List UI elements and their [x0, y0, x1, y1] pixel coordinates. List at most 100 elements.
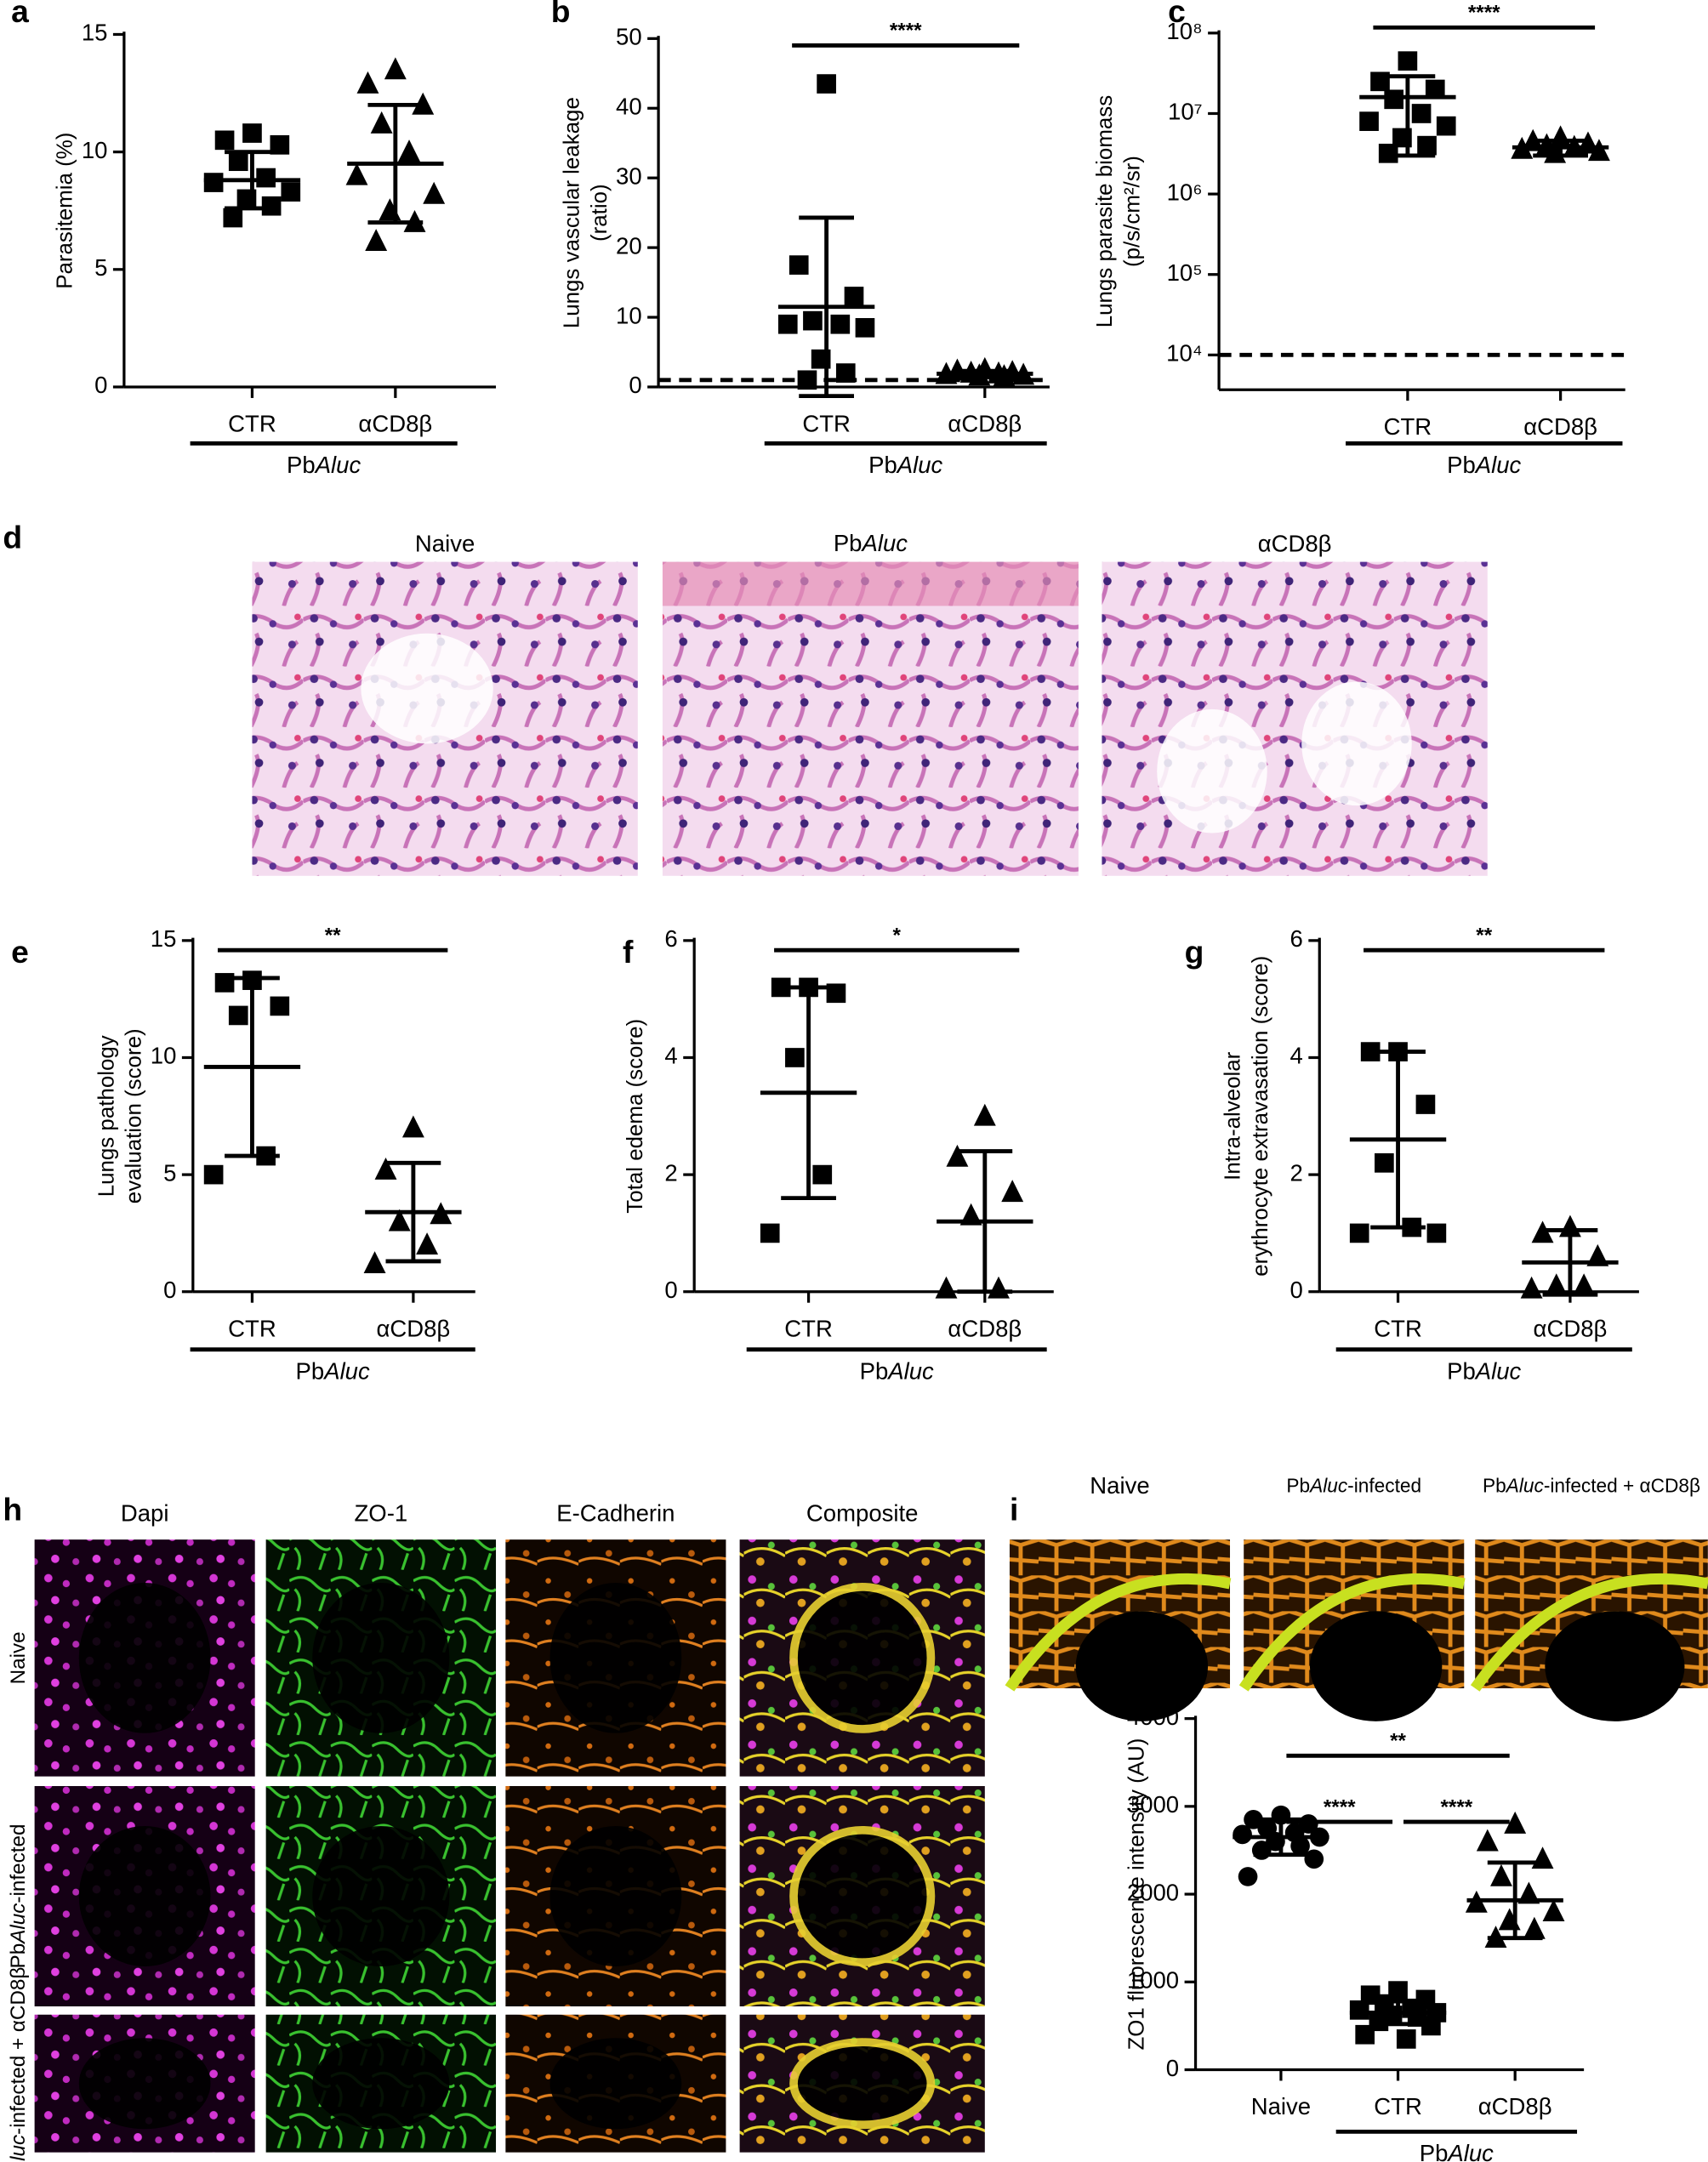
- micrograph: [662, 561, 1079, 606]
- significance-label: ****: [890, 20, 922, 43]
- group-label-part: Pb: [296, 1358, 325, 1385]
- micrograph: [1157, 708, 1267, 834]
- y-axis-label: Lungs vascular leakage: [561, 97, 584, 328]
- image-title: Naive: [1090, 1472, 1149, 1499]
- y-axis-label: Lungs pathology: [94, 1035, 118, 1197]
- group-label: PbAluc: [1420, 2140, 1494, 2162]
- data-point: [812, 1164, 833, 1185]
- image-title-part: -infected: [1347, 1475, 1421, 1497]
- y-tick-label: 4000: [1127, 1704, 1179, 1730]
- data-point: [797, 370, 817, 390]
- column-title: Dapi: [121, 1499, 169, 1526]
- group-label: PbAluc: [287, 452, 361, 478]
- y-axis-label: erythrocyte extravasation (score): [1249, 956, 1272, 1277]
- x-tick-label: CTR: [228, 411, 276, 437]
- micrograph: [549, 1583, 682, 1733]
- group-label-part: Pb: [287, 452, 316, 478]
- layout: [252, 561, 1488, 876]
- data-point: [1436, 116, 1456, 136]
- data-point: [1573, 1273, 1596, 1296]
- data-point: [1425, 79, 1445, 100]
- group-label-part: Pb: [1420, 2140, 1449, 2162]
- y-tick-label: 0: [629, 372, 641, 398]
- micrograph: [78, 1825, 211, 1967]
- data-point: [1498, 1908, 1521, 1931]
- group-label-part: Aluc: [1474, 452, 1522, 478]
- data-point: [228, 1005, 248, 1026]
- micrograph: [1005, 1573, 1232, 1692]
- y-axis-label: (p/s/cm²/sr): [1121, 156, 1145, 267]
- significance-label: ****: [1468, 2, 1500, 25]
- y-axis-label: ZO1 fluorescence intensity (AU): [1124, 1738, 1148, 2051]
- micrograph: [1470, 1573, 1708, 1692]
- y-axis-label: evaluation (score): [122, 1028, 146, 1203]
- image-title-part: Aluc: [1505, 1475, 1545, 1497]
- data-point: [777, 314, 798, 334]
- data-point: [988, 1276, 1010, 1299]
- image-title: Naive: [415, 530, 475, 556]
- image-title-part: -infected + αCD8β: [1544, 1475, 1700, 1497]
- image-title-part: Aluc: [1308, 1475, 1348, 1497]
- y-tick-label: 6: [1290, 925, 1303, 952]
- data-point: [1542, 1899, 1565, 1922]
- data-point: [363, 1251, 386, 1274]
- data-point: [1349, 2000, 1369, 2020]
- data-point: [1359, 111, 1379, 131]
- data-point: [844, 287, 864, 306]
- micrograph: [78, 2038, 211, 2130]
- group-label-part: Pb: [860, 1358, 889, 1385]
- y-tick-label: 2: [664, 1159, 677, 1186]
- y-tick-label: 1000: [1127, 1967, 1179, 1994]
- data-point: [416, 1232, 439, 1255]
- micrograph: [312, 1825, 450, 1967]
- group-label-part: Aluc: [322, 1358, 370, 1385]
- y-tick-label: 50: [616, 24, 642, 50]
- data-point: [1384, 89, 1404, 110]
- data-point: [935, 1276, 958, 1299]
- group-label: PbAluc: [296, 1358, 370, 1385]
- data-point: [345, 162, 368, 185]
- panel-letter: c: [1168, 0, 1186, 29]
- y-tick-label: 15: [82, 20, 108, 46]
- significance-label: ****: [1324, 1795, 1356, 1818]
- y-axis-label: (ratio): [588, 184, 612, 242]
- data-point: [1587, 139, 1610, 162]
- x-tick-label: αCD8β: [948, 1315, 1022, 1341]
- y-tick-label: 40: [616, 94, 642, 120]
- y-tick-label: 4: [664, 1043, 677, 1069]
- data-point: [830, 314, 851, 334]
- micrograph: [789, 2038, 936, 2130]
- data-point: [356, 71, 379, 94]
- y-tick-label: 15: [151, 925, 177, 952]
- data-point: [1378, 143, 1398, 163]
- row-label: PbAluc-infected: [7, 1824, 30, 1969]
- panel-letter: a: [11, 0, 29, 29]
- y-tick-label: 10⁸: [1166, 18, 1202, 44]
- x-tick-label: CTR: [1374, 1315, 1422, 1341]
- data-point: [384, 57, 407, 80]
- panel-letter: g: [1185, 934, 1204, 970]
- data-point: [379, 198, 401, 221]
- x-tick-label: CTR: [784, 1315, 833, 1341]
- micrograph: [361, 633, 493, 744]
- data-point: [365, 229, 388, 251]
- data-point: [760, 1223, 780, 1243]
- row-label-part: Aluc: [7, 2135, 30, 2162]
- micrograph: [549, 2038, 682, 2130]
- group-label: PbAluc: [860, 1358, 934, 1385]
- y-tick-label: 0: [1166, 2055, 1179, 2081]
- row-label-part: Aluc: [7, 1903, 30, 1945]
- x-tick-label: CTR: [802, 411, 851, 437]
- data-point: [1490, 1863, 1512, 1886]
- y-tick-label: 0: [94, 372, 107, 398]
- image-title-part: Pb: [1483, 1475, 1506, 1497]
- row-label-part: Pb: [7, 1943, 30, 1969]
- x-tick-label: CTR: [1374, 2093, 1422, 2119]
- y-axis-label: Total edema (score): [623, 1019, 647, 1214]
- data-point: [1476, 1829, 1499, 1852]
- data-point: [1415, 1095, 1436, 1114]
- y-tick-label: 10⁴: [1166, 340, 1202, 367]
- y-tick-label: 5: [94, 254, 107, 281]
- group-label-part: Pb: [868, 452, 897, 478]
- data-point: [423, 181, 446, 204]
